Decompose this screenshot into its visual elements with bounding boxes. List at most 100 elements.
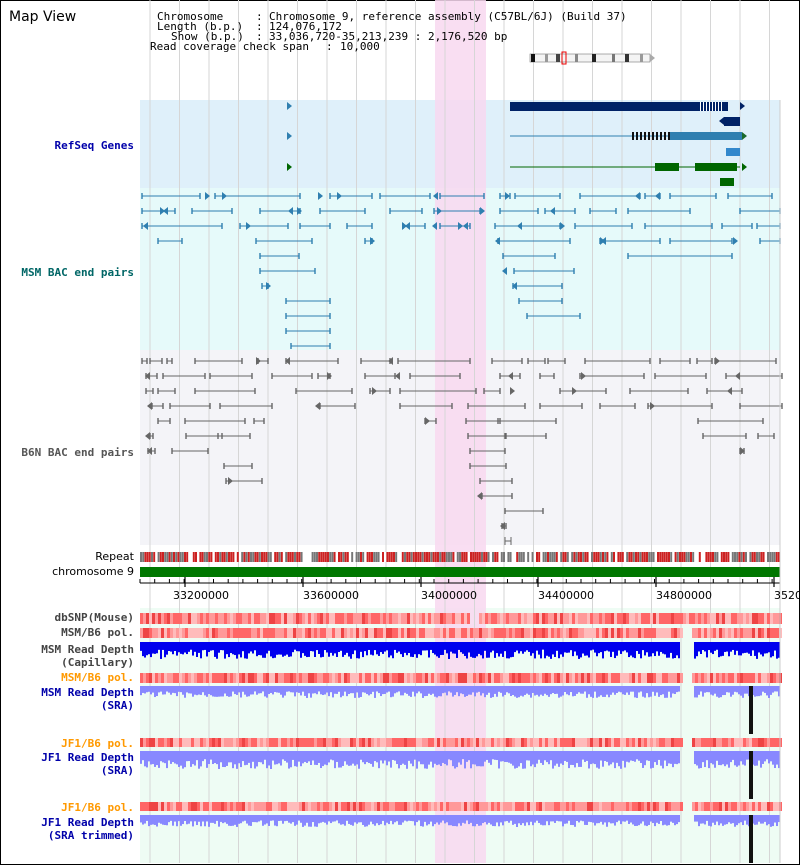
depth-bar <box>558 686 560 698</box>
repeat-segment <box>617 552 620 562</box>
polymorphism-cell <box>428 673 431 683</box>
depth-bar <box>588 642 590 658</box>
repeat-segment <box>311 552 314 562</box>
polymorphism-cell <box>542 738 545 747</box>
depth-bar <box>544 642 546 659</box>
depth-bar <box>568 642 570 653</box>
polymorphism-cell <box>722 628 725 638</box>
depth-bar <box>366 815 368 827</box>
polymorphism-cell <box>404 628 407 638</box>
depth-bar <box>366 642 368 656</box>
polymorphism-cell <box>371 673 374 683</box>
jf1-b6-pol-label-2[interactable]: JF1/B6 pol. <box>61 801 134 814</box>
polymorphism-cell <box>344 802 347 811</box>
depth-bar <box>296 686 298 693</box>
msm-depth-capillary-label-1[interactable]: MSM Read Depth <box>41 643 134 656</box>
depth-bar <box>740 642 742 656</box>
polymorphism-cell <box>563 613 566 624</box>
polymorphism-cell <box>434 628 437 638</box>
polymorphism-cell <box>503 738 506 747</box>
depth-bar <box>666 686 668 698</box>
msm-bac-label[interactable]: MSM BAC end pairs <box>21 266 134 279</box>
polymorphism-cell <box>542 613 545 624</box>
polymorphism-cell <box>275 738 278 747</box>
jf1-b6-pol-label[interactable]: JF1/B6 pol. <box>61 737 134 750</box>
polymorphism-cell <box>674 802 677 811</box>
polymorphism-cell <box>467 738 470 747</box>
gene-arrow <box>256 357 261 365</box>
polymorphism-cell <box>713 738 716 747</box>
depth-bar <box>534 815 536 823</box>
msm-b6-pol-label[interactable]: MSM/B6 pol. <box>61 626 134 639</box>
polymorphism-cell <box>494 613 497 624</box>
depth-bar <box>260 815 262 821</box>
polymorphism-cell <box>179 802 182 811</box>
polymorphism-cell <box>623 628 626 638</box>
depth-bar <box>554 642 556 657</box>
depth-bar <box>352 686 354 694</box>
polymorphism-cell <box>353 802 356 811</box>
polymorphism-cell <box>776 628 779 638</box>
depth-bar <box>456 815 458 827</box>
depth-bar <box>722 815 724 826</box>
depth-bar <box>288 751 290 769</box>
depth-bar <box>288 815 290 823</box>
depth-bar <box>286 642 288 655</box>
depth-bar <box>258 751 260 763</box>
polymorphism-cell <box>350 613 353 624</box>
repeat-segment <box>320 552 323 562</box>
depth-bar <box>544 815 546 826</box>
msm-depth-sra-label-1[interactable]: MSM Read Depth <box>41 686 134 699</box>
depth-bar <box>528 642 530 652</box>
depth-bar <box>400 751 402 766</box>
depth-bar <box>432 751 434 768</box>
msm-b6-pol-label-2[interactable]: MSM/B6 pol. <box>61 671 134 684</box>
depth-bar <box>322 686 324 696</box>
polymorphism-cell <box>401 738 404 747</box>
depth-bar <box>254 642 256 651</box>
depth-bar <box>162 686 164 695</box>
depth-bar <box>458 686 460 697</box>
depth-bar <box>602 815 604 825</box>
depth-bar <box>306 686 308 698</box>
depth-bar <box>580 751 582 767</box>
refseq-genes-label[interactable]: RefSeq Genes <box>54 139 134 152</box>
jf1-depth-sra-label-1[interactable]: JF1 Read Depth <box>41 751 134 764</box>
polymorphism-cell <box>305 738 308 747</box>
depth-bar <box>486 815 488 825</box>
dbsnp-label[interactable]: dbSNP(Mouse) <box>54 611 134 624</box>
polymorphism-cell <box>266 673 269 683</box>
polymorphism-cell <box>716 613 719 624</box>
polymorphism-cell <box>386 738 389 747</box>
polymorphism-cell <box>440 802 443 811</box>
b6n-bac-label[interactable]: B6N BAC end pairs <box>21 446 134 459</box>
depth-bar <box>772 642 774 657</box>
polymorphism-cell <box>326 673 329 683</box>
depth-bar <box>536 815 538 821</box>
polymorphism-cell <box>410 628 413 638</box>
depth-spike <box>749 686 753 734</box>
polymorphism-cell <box>560 802 563 811</box>
repeat-segment <box>188 552 191 562</box>
depth-bar <box>370 642 372 655</box>
polymorphism-cell <box>329 738 332 747</box>
polymorphism-cell <box>329 673 332 683</box>
depth-bar <box>628 686 630 695</box>
polymorphism-cell <box>512 802 515 811</box>
depth-bar <box>204 751 206 760</box>
depth-bar <box>142 686 144 693</box>
depth-bar <box>578 751 580 767</box>
polymorphism-cell <box>143 738 146 747</box>
depth-bar <box>354 815 356 823</box>
repeat-segment <box>613 552 615 562</box>
polymorphism-cell <box>761 802 764 811</box>
polymorphism-cell <box>305 802 308 811</box>
jf1-depth-trim-label-1[interactable]: JF1 Read Depth <box>41 816 134 829</box>
depth-bar <box>520 686 522 696</box>
polymorphism-cell <box>167 628 170 638</box>
depth-bar <box>204 642 206 650</box>
repeat-segment <box>718 552 721 562</box>
depth-bar <box>566 751 568 762</box>
polymorphism-cell <box>194 628 197 638</box>
